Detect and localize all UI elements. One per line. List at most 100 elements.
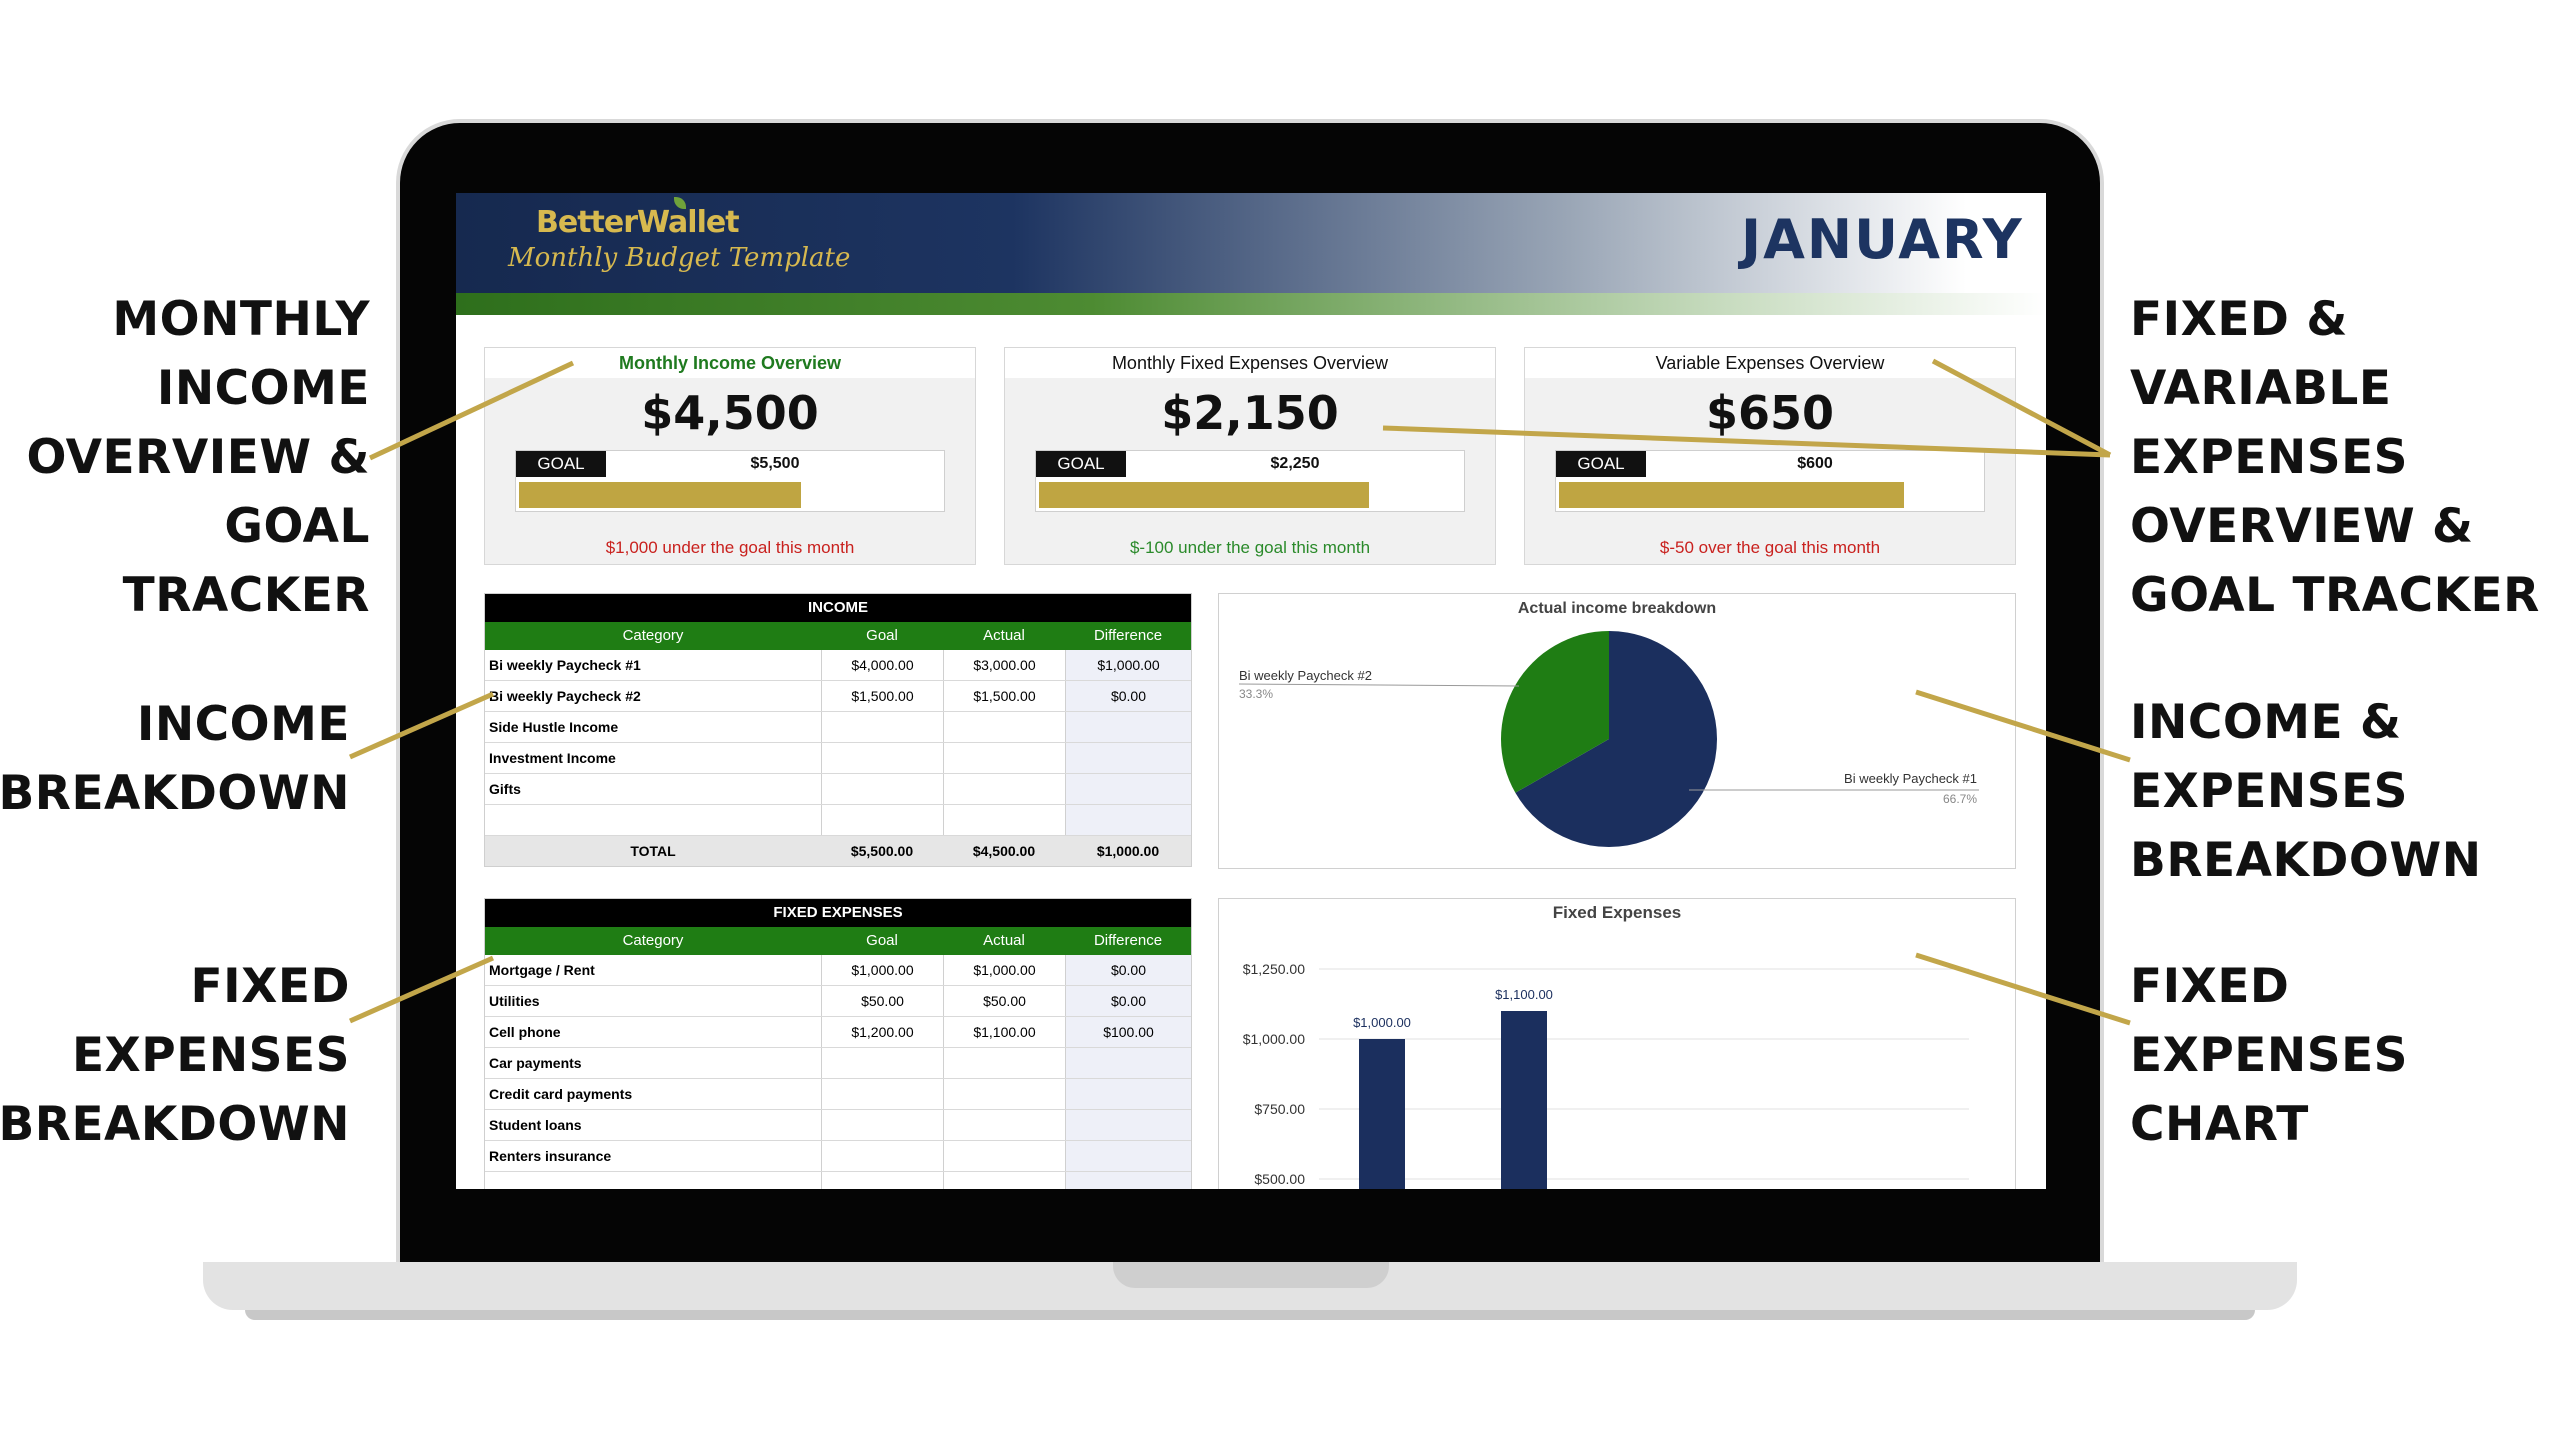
bar-data-label: $1,100.00: [1495, 987, 1553, 1002]
variable-expenses-overview-card: Variable Expenses Overview $650 GOAL $60…: [1524, 347, 2016, 565]
cell-category[interactable]: Renters insurance: [489, 1148, 612, 1164]
cell-goal[interactable]: [821, 1048, 943, 1078]
cell-goal[interactable]: [821, 805, 943, 835]
cell-difference[interactable]: $100.00: [1065, 1017, 1191, 1047]
cell-actual[interactable]: [943, 1048, 1065, 1078]
cell-category[interactable]: Utilities: [489, 993, 540, 1009]
cell-category[interactable]: Credit card payments: [489, 1086, 633, 1102]
table-row[interactable]: Bi weekly Paycheck #1 $4,000.00 $3,000.00 $…: [485, 650, 1191, 681]
y-tick-label: $1,000.00: [1243, 1031, 1305, 1047]
table-row[interactable]: Car payments: [485, 1048, 1191, 1079]
cell-goal[interactable]: $4,000.00: [821, 650, 943, 680]
y-tick-label: $1,250.00: [1243, 961, 1305, 977]
card-amount: $650: [1705, 386, 1835, 440]
header-category: Category: [622, 627, 684, 644]
cell-difference[interactable]: $1,000.00: [1065, 650, 1191, 680]
cell-actual[interactable]: $1,000.00: [943, 955, 1065, 985]
table-row[interactable]: Utilities $50.00 $50.00 $0.00: [485, 986, 1191, 1017]
cell-actual[interactable]: [943, 1110, 1065, 1140]
cell-difference[interactable]: [1065, 712, 1191, 742]
y-tick-label: $750.00: [1254, 1101, 1305, 1117]
cell-goal[interactable]: [821, 1172, 943, 1189]
table-header: Category Goal Actual Difference: [485, 927, 1191, 955]
cell-actual[interactable]: [943, 1079, 1065, 1109]
cell-goal[interactable]: [821, 1141, 943, 1171]
table-row[interactable]: Mortgage / Rent $1,000.00 $1,000.00 $0.00: [485, 955, 1191, 986]
cell-actual[interactable]: [943, 1141, 1065, 1171]
cell-goal[interactable]: [821, 1110, 943, 1140]
header-actual: Actual: [983, 932, 1025, 949]
cell-actual[interactable]: [943, 774, 1065, 804]
cell-goal[interactable]: [821, 743, 943, 773]
income-pie-panel: Actual income breakdown Bi weekly Payche…: [1218, 593, 2016, 869]
callout-income-expenses-breakdown: INCOME & EXPENSES BREAKDOWN: [2130, 695, 2482, 888]
cell-difference[interactable]: $0.00: [1065, 681, 1191, 711]
cell-category[interactable]: Bi weekly Paycheck #1: [489, 657, 641, 673]
callout-fixed-breakdown: FIXED EXPENSES BREAKDOWN: [0, 959, 350, 1152]
cell-category[interactable]: Investment Income: [489, 750, 616, 766]
cell-category[interactable]: [485, 805, 821, 835]
cell-category[interactable]: [485, 1172, 821, 1189]
cell-goal[interactable]: $1,000.00: [821, 955, 943, 985]
table-row[interactable]: Investment Income: [485, 743, 1191, 774]
cell-goal[interactable]: $1,200.00: [821, 1017, 943, 1047]
cell-actual[interactable]: [943, 805, 1065, 835]
cell-actual[interactable]: $50.00: [943, 986, 1065, 1016]
card-amount: $2,150: [1161, 386, 1339, 440]
cell-difference[interactable]: [1065, 805, 1191, 835]
cell-category[interactable]: Cell phone: [489, 1024, 561, 1040]
cell-difference[interactable]: [1065, 1079, 1191, 1109]
cell-goal[interactable]: [821, 1079, 943, 1109]
cell-actual[interactable]: $1,500.00: [943, 681, 1065, 711]
spreadsheet-screen: BetterWallet Monthly Budget Template JAN…: [456, 193, 2046, 1189]
table-row[interactable]: Renters insurance: [485, 1141, 1191, 1172]
cell-goal[interactable]: [821, 712, 943, 742]
goal-tracker: GOAL $5,500: [515, 450, 945, 512]
total-goal: $5,500.00: [850, 843, 914, 859]
cell-category[interactable]: Side Hustle Income: [489, 719, 619, 735]
header-difference: Difference: [1093, 627, 1163, 644]
table-header: Category Goal Actual Difference: [485, 622, 1191, 650]
table-row[interactable]: Credit card payments: [485, 1079, 1191, 1110]
table-row[interactable]: Bi weekly Paycheck #2 $1,500.00 $1,500.00 $…: [485, 681, 1191, 712]
cell-difference[interactable]: [1065, 774, 1191, 804]
bar: [1501, 1011, 1547, 1189]
cell-difference[interactable]: [1065, 743, 1191, 773]
cell-goal[interactable]: [821, 774, 943, 804]
table-row[interactable]: Student loans: [485, 1110, 1191, 1141]
goal-value: $600: [1797, 455, 1833, 472]
cell-category[interactable]: Gifts: [489, 781, 521, 797]
table-title: FIXED EXPENSES: [485, 899, 1191, 927]
cell-difference[interactable]: $0.00: [1065, 986, 1191, 1016]
bar-data-label: $1,000.00: [1353, 1015, 1411, 1030]
laptop-notch: [1113, 1262, 1389, 1288]
table-row[interactable]: Side Hustle Income: [485, 712, 1191, 743]
cell-category[interactable]: Student loans: [489, 1117, 582, 1133]
cell-goal[interactable]: $1,500.00: [821, 681, 943, 711]
pie-leader: [1238, 683, 1520, 687]
pie-slice: [1501, 631, 1609, 793]
cell-difference[interactable]: [1065, 1141, 1191, 1171]
pie-label: Bi weekly Paycheck #2: [1239, 668, 1372, 683]
cell-category[interactable]: Car payments: [489, 1055, 582, 1071]
cell-actual[interactable]: $1,100.00: [943, 1017, 1065, 1047]
pie-percent: 66.7%: [1943, 792, 1977, 806]
y-tick-label: $500.00: [1254, 1171, 1305, 1187]
cell-actual[interactable]: [943, 712, 1065, 742]
cell-actual[interactable]: [943, 743, 1065, 773]
cell-difference[interactable]: [1065, 1048, 1191, 1078]
cell-goal[interactable]: $50.00: [821, 986, 943, 1016]
table-row[interactable]: Cell phone $1,200.00 $1,100.00 $100.00: [485, 1017, 1191, 1048]
cell-category[interactable]: Mortgage / Rent: [489, 962, 595, 978]
cell-difference[interactable]: $0.00: [1065, 955, 1191, 985]
cell-category[interactable]: Bi weekly Paycheck #2: [489, 688, 641, 704]
table-row[interactable]: Gifts: [485, 774, 1191, 805]
cell-difference[interactable]: [1065, 1172, 1191, 1189]
table-row[interactable]: [485, 1172, 1191, 1189]
goal-note: $-50 over the goal this month: [1659, 538, 1881, 557]
cell-difference[interactable]: [1065, 1110, 1191, 1140]
cell-actual[interactable]: $3,000.00: [943, 650, 1065, 680]
cell-actual[interactable]: [943, 1172, 1065, 1189]
goal-value: $5,500: [750, 455, 800, 472]
table-row[interactable]: [485, 805, 1191, 836]
